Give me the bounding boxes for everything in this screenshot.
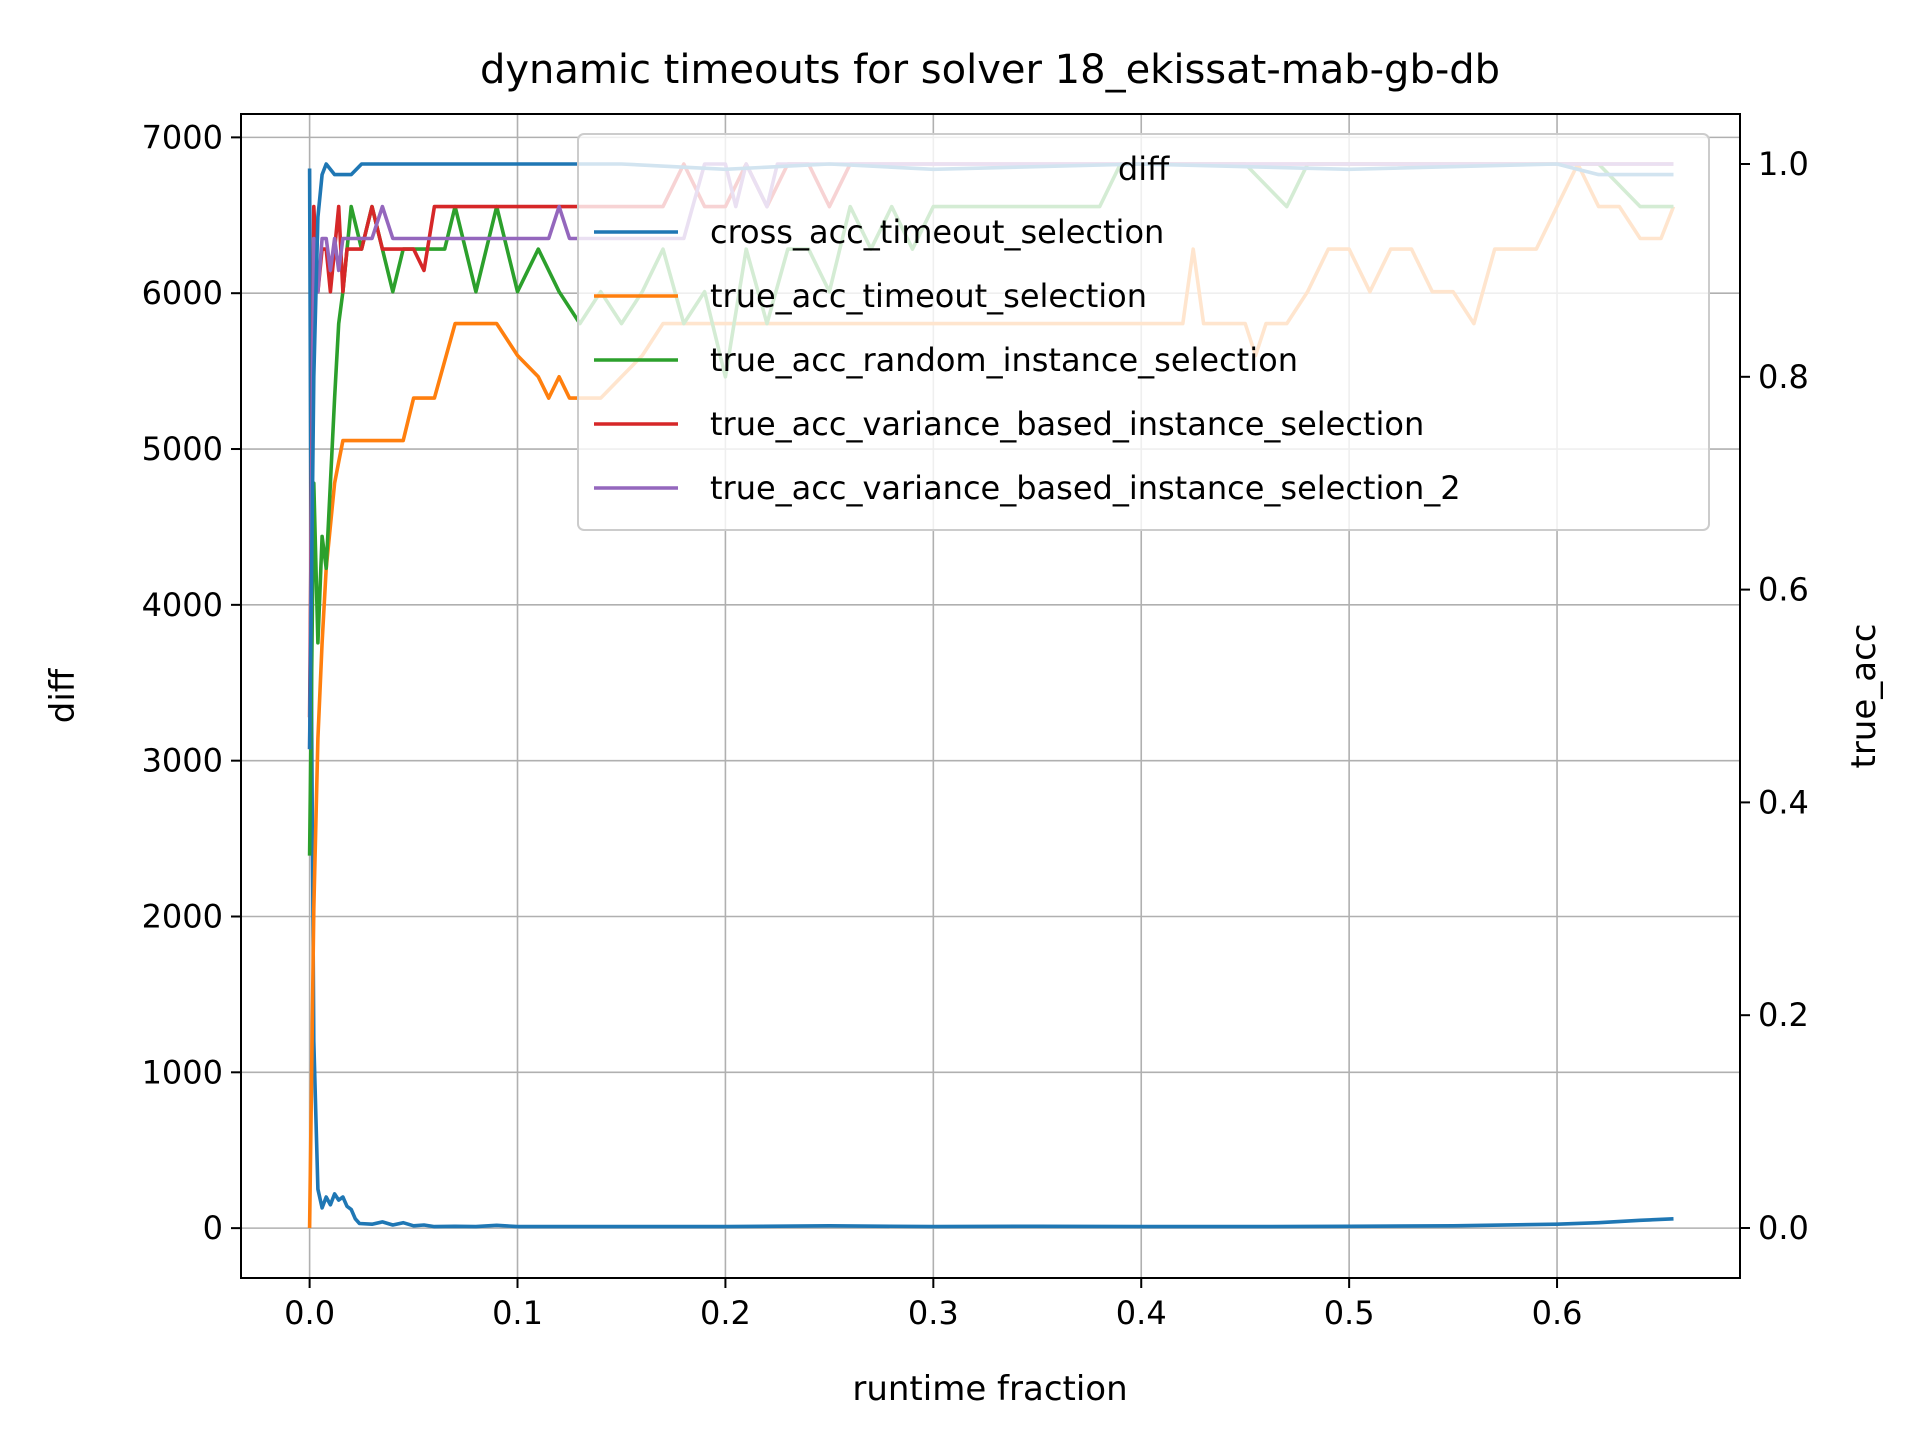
y-left-tick-label: 1000 bbox=[142, 1053, 223, 1091]
x-tick-label: 0.2 bbox=[700, 1294, 751, 1332]
y-axis-right-label: true_acc bbox=[1844, 624, 1884, 769]
y-left-tick-label: 6000 bbox=[142, 274, 223, 312]
series-line-diff bbox=[307, 168, 1674, 1229]
y-right-tick-label: 1.0 bbox=[1758, 145, 1809, 183]
y-left-tick-label: 4000 bbox=[142, 586, 223, 624]
y-right-tick-label: 0.4 bbox=[1758, 783, 1809, 821]
y-right-tick-label: 0.8 bbox=[1758, 358, 1809, 396]
x-tick-label: 0.5 bbox=[1324, 1294, 1375, 1332]
legend-entry: true_acc_random_instance_selection bbox=[710, 341, 1298, 379]
y-axis-left: 0 1000 2000 3000 4000 5000 6000 7000 bbox=[142, 118, 241, 1247]
legend-entry: true_acc_variance_based_instance_selecti… bbox=[710, 469, 1461, 507]
x-tick-label: 0.3 bbox=[908, 1294, 959, 1332]
legend-entry: true_acc_variance_based_instance_selecti… bbox=[710, 405, 1424, 443]
x-axis-label: runtime fraction bbox=[852, 1369, 1127, 1409]
y-axis-left-label: diff bbox=[43, 667, 83, 723]
y-left-tick-label: 7000 bbox=[142, 118, 223, 156]
y-right-tick-label: 0.0 bbox=[1758, 1209, 1809, 1247]
x-tick-label: 0.4 bbox=[1116, 1294, 1167, 1332]
y-right-tick-label: 0.6 bbox=[1758, 571, 1809, 609]
y-left-tick-label: 3000 bbox=[142, 742, 223, 780]
legend-entry: cross_acc_timeout_selection bbox=[710, 213, 1164, 251]
legend: diff cross_acc_timeout_selection true_acc_… bbox=[577, 133, 1710, 531]
chart-title: dynamic timeouts for solver 18_ekissat-m… bbox=[480, 47, 1500, 93]
x-tick-label: 0.0 bbox=[284, 1294, 335, 1332]
y-left-tick-label: 0 bbox=[203, 1209, 223, 1247]
y-left-tick-label: 2000 bbox=[142, 897, 223, 935]
legend-entry: true_acc_timeout_selection bbox=[710, 277, 1147, 315]
y-left-tick-label: 5000 bbox=[142, 430, 223, 468]
legend-box bbox=[577, 133, 1710, 531]
x-tick-label: 0.1 bbox=[492, 1294, 543, 1332]
x-axis: 0.0 0.1 0.2 0.3 0.4 0.5 0.6 bbox=[284, 1278, 1582, 1332]
plot-frame bbox=[240, 113, 1741, 1279]
legend-title: diff bbox=[1118, 150, 1170, 188]
y-axis-right: 0.0 0.2 0.4 0.6 0.8 1.0 bbox=[1740, 145, 1809, 1247]
x-tick-label: 0.6 bbox=[1532, 1294, 1583, 1332]
y-right-tick-label: 0.2 bbox=[1758, 996, 1809, 1034]
